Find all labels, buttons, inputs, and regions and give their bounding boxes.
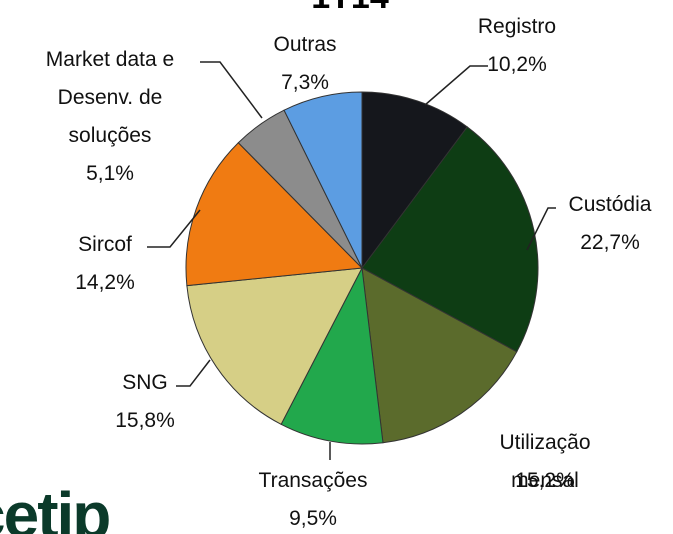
pie-slice <box>185 142 364 287</box>
pie-slice <box>361 267 518 444</box>
slice-value-label: 5,1% <box>86 162 134 185</box>
slice-label: Market data e Desenv. de soluções <box>45 48 175 147</box>
slice-label: Sircof <box>78 233 132 256</box>
slice-label: Custódia <box>568 193 652 216</box>
slice-value-label: 10,2% <box>487 53 547 76</box>
slice-label: Transações <box>258 469 368 492</box>
leader-line <box>526 207 556 251</box>
slice-value-label: 22,7% <box>580 231 640 254</box>
leader-lines <box>147 61 556 460</box>
slice-label: Utilização mensal <box>499 431 591 492</box>
logo: cetip <box>0 479 111 534</box>
leader-line <box>176 359 211 387</box>
pie-slice <box>361 91 468 270</box>
pie-slice <box>361 126 539 353</box>
pie-slice <box>186 267 363 425</box>
slice-value-label: 9,5% <box>289 507 337 530</box>
slice-value-label: 14,2% <box>75 271 135 294</box>
pie-slice <box>280 266 384 445</box>
leader-line <box>424 65 488 106</box>
chart-title: 1T14 <box>300 0 400 17</box>
slice-value-label: 7,3% <box>281 71 329 94</box>
pie-slice <box>283 91 363 269</box>
leader-line <box>200 61 263 119</box>
slice-label: SNG <box>122 371 168 394</box>
slice-label: Registro <box>477 15 557 38</box>
slice-value-label: 15,2% <box>515 469 575 492</box>
slice-label: Outras <box>273 33 337 56</box>
slice-value-label: 15,8% <box>115 409 175 432</box>
leader-line <box>147 209 201 248</box>
